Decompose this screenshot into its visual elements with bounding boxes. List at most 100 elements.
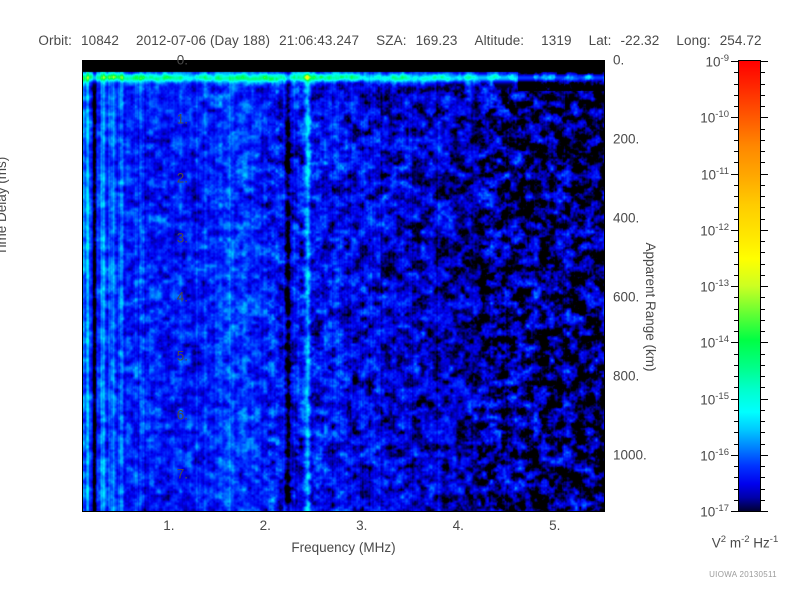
x-tick (536, 511, 537, 512)
y2-tick (604, 298, 605, 299)
x-tick-top (324, 60, 325, 61)
x-tick-top (102, 60, 103, 61)
y-tick-inner-right (604, 215, 605, 216)
colorbar-tick-label: 10-9 (705, 52, 729, 70)
x-tick (151, 511, 152, 512)
colorbar-tick-left (734, 308, 738, 310)
colorbar-tick-label: 10-10 (700, 109, 729, 126)
y-tick (82, 487, 83, 488)
x-tick-top (536, 60, 537, 61)
x-tick-top (363, 60, 364, 61)
y-tick-inner-right (604, 333, 605, 334)
x-tick (372, 511, 373, 512)
colorbar-tick-left (731, 229, 738, 231)
y-tick-inner-right (604, 274, 605, 275)
colorbar-tick-right (761, 364, 765, 366)
y-tick-inner-right (604, 381, 605, 382)
x-tick-top (83, 60, 84, 61)
y-tick (82, 262, 83, 263)
y-tick (82, 404, 83, 405)
colorbar-tick-left (731, 342, 738, 344)
y-tick (82, 132, 83, 133)
x-tick-top (372, 60, 373, 61)
colorbar-tick-left (734, 151, 738, 152)
y-tick-inner-right (604, 322, 605, 323)
y2-tick (604, 377, 605, 378)
colorbar-tick-label: 10-14 (700, 334, 729, 351)
x-tick (237, 511, 238, 512)
x-tick (353, 511, 354, 512)
y-tick (82, 274, 83, 275)
colorbar-tick-left (734, 252, 738, 254)
x-tick (508, 511, 509, 512)
colorbar-tick-right (761, 252, 765, 254)
colorbar-tick-right (761, 72, 765, 74)
y-tick (82, 333, 83, 334)
lat-value: -22.32 (620, 32, 660, 48)
y2-tick (604, 397, 605, 398)
y2-tick-label: 200. (613, 131, 640, 147)
y2-tick (604, 318, 605, 319)
y-tick-inner-right (604, 120, 605, 121)
colorbar-tick-right (761, 218, 765, 220)
x-tick-label: 5. (549, 518, 561, 533)
y2-tick (604, 180, 605, 181)
x-tick-top (228, 60, 229, 61)
x-tick-label: 4. (452, 518, 464, 533)
x-tick (517, 511, 518, 512)
y2-axis-title: Apparent Range (km) (643, 242, 658, 372)
x-tick-top (556, 60, 557, 61)
x-tick-top (344, 60, 345, 61)
y2-tick (604, 61, 605, 62)
colorbar-tick-right (761, 263, 765, 265)
colorbar-tick-left (734, 196, 738, 197)
y-tick-inner-right (604, 393, 605, 394)
y-tick-label: 7. (176, 466, 188, 482)
x-tick-label: 2. (259, 518, 271, 533)
colorbar-tick-right (761, 466, 765, 467)
x-tick (469, 511, 470, 512)
x-tick (392, 511, 393, 512)
x-tick-top (208, 60, 209, 61)
x-tick-top (440, 60, 441, 61)
x-tick (546, 511, 547, 512)
x-tick-top (189, 60, 190, 61)
colorbar-tick-left (734, 488, 738, 490)
y-tick-inner-right (604, 144, 605, 145)
colorbar-tick-left (734, 443, 738, 445)
y-tick-label: 1. (176, 111, 188, 127)
x-tick (488, 511, 489, 512)
colorbar-tick-right (761, 151, 765, 152)
y-tick-inner-right (604, 61, 605, 62)
x-tick-top (594, 60, 595, 61)
colorbar-tick-right (761, 117, 768, 119)
colorbar-tick-right (761, 443, 765, 445)
colorbar-tick-right (761, 286, 768, 287)
y-tick-inner-right (604, 132, 605, 133)
x-tick-top (382, 60, 383, 61)
x-tick (247, 511, 248, 512)
x-tick (93, 511, 94, 512)
x-tick-top (575, 60, 576, 61)
x-tick-top (295, 60, 296, 61)
colorbar-tick-right (761, 162, 765, 164)
x-tick (305, 511, 306, 512)
x-tick-top (334, 60, 335, 61)
y-tick (82, 428, 83, 429)
colorbar-tick-left (734, 353, 738, 355)
colorbar-tick-left (734, 466, 738, 467)
x-tick-top (315, 60, 316, 61)
colorbar-tick-left (734, 263, 738, 265)
colorbar-tick-left (734, 432, 738, 434)
colorbar-tick-left (731, 61, 738, 62)
y2-tick-label: 400. (613, 210, 640, 226)
x-tick-top (305, 60, 306, 61)
y2-tick-label: 1000. (613, 447, 647, 463)
x-tick-top (450, 60, 451, 61)
colorbar-tick-left (734, 72, 738, 74)
x-tick (401, 511, 402, 512)
y-tick (82, 286, 83, 287)
x-tick-top (93, 60, 94, 61)
y-tick (82, 215, 83, 216)
